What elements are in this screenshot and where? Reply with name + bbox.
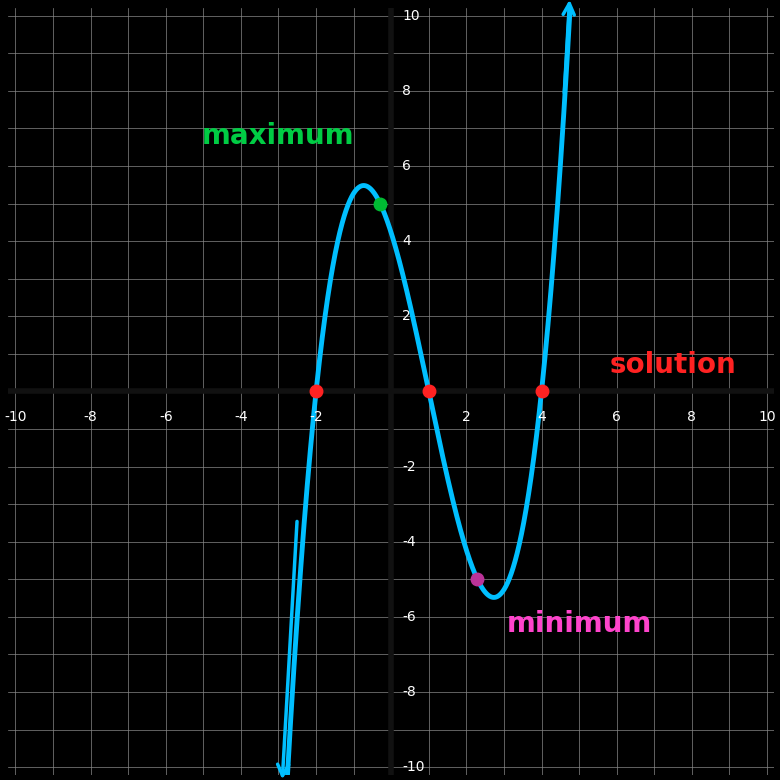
Text: solution: solution [610, 351, 736, 379]
Text: 4: 4 [402, 234, 411, 248]
Text: -2: -2 [309, 410, 323, 424]
Text: -4: -4 [402, 535, 416, 549]
Text: 8: 8 [687, 410, 697, 424]
Text: 2: 2 [462, 410, 471, 424]
Text: -6: -6 [402, 610, 417, 624]
Text: -4: -4 [234, 410, 248, 424]
Text: -10: -10 [4, 410, 27, 424]
Text: -8: -8 [402, 685, 417, 699]
Text: minimum: minimum [506, 611, 652, 638]
Text: 6: 6 [612, 410, 621, 424]
Text: maximum: maximum [202, 122, 355, 150]
Text: 8: 8 [402, 84, 411, 98]
Text: 6: 6 [402, 159, 411, 173]
Text: -10: -10 [402, 760, 425, 775]
Text: -6: -6 [159, 410, 172, 424]
Text: -2: -2 [402, 459, 416, 473]
Text: 2: 2 [402, 310, 411, 324]
Text: 10: 10 [758, 410, 776, 424]
Text: -8: -8 [83, 410, 98, 424]
Text: 4: 4 [537, 410, 546, 424]
Text: 10: 10 [402, 9, 420, 23]
